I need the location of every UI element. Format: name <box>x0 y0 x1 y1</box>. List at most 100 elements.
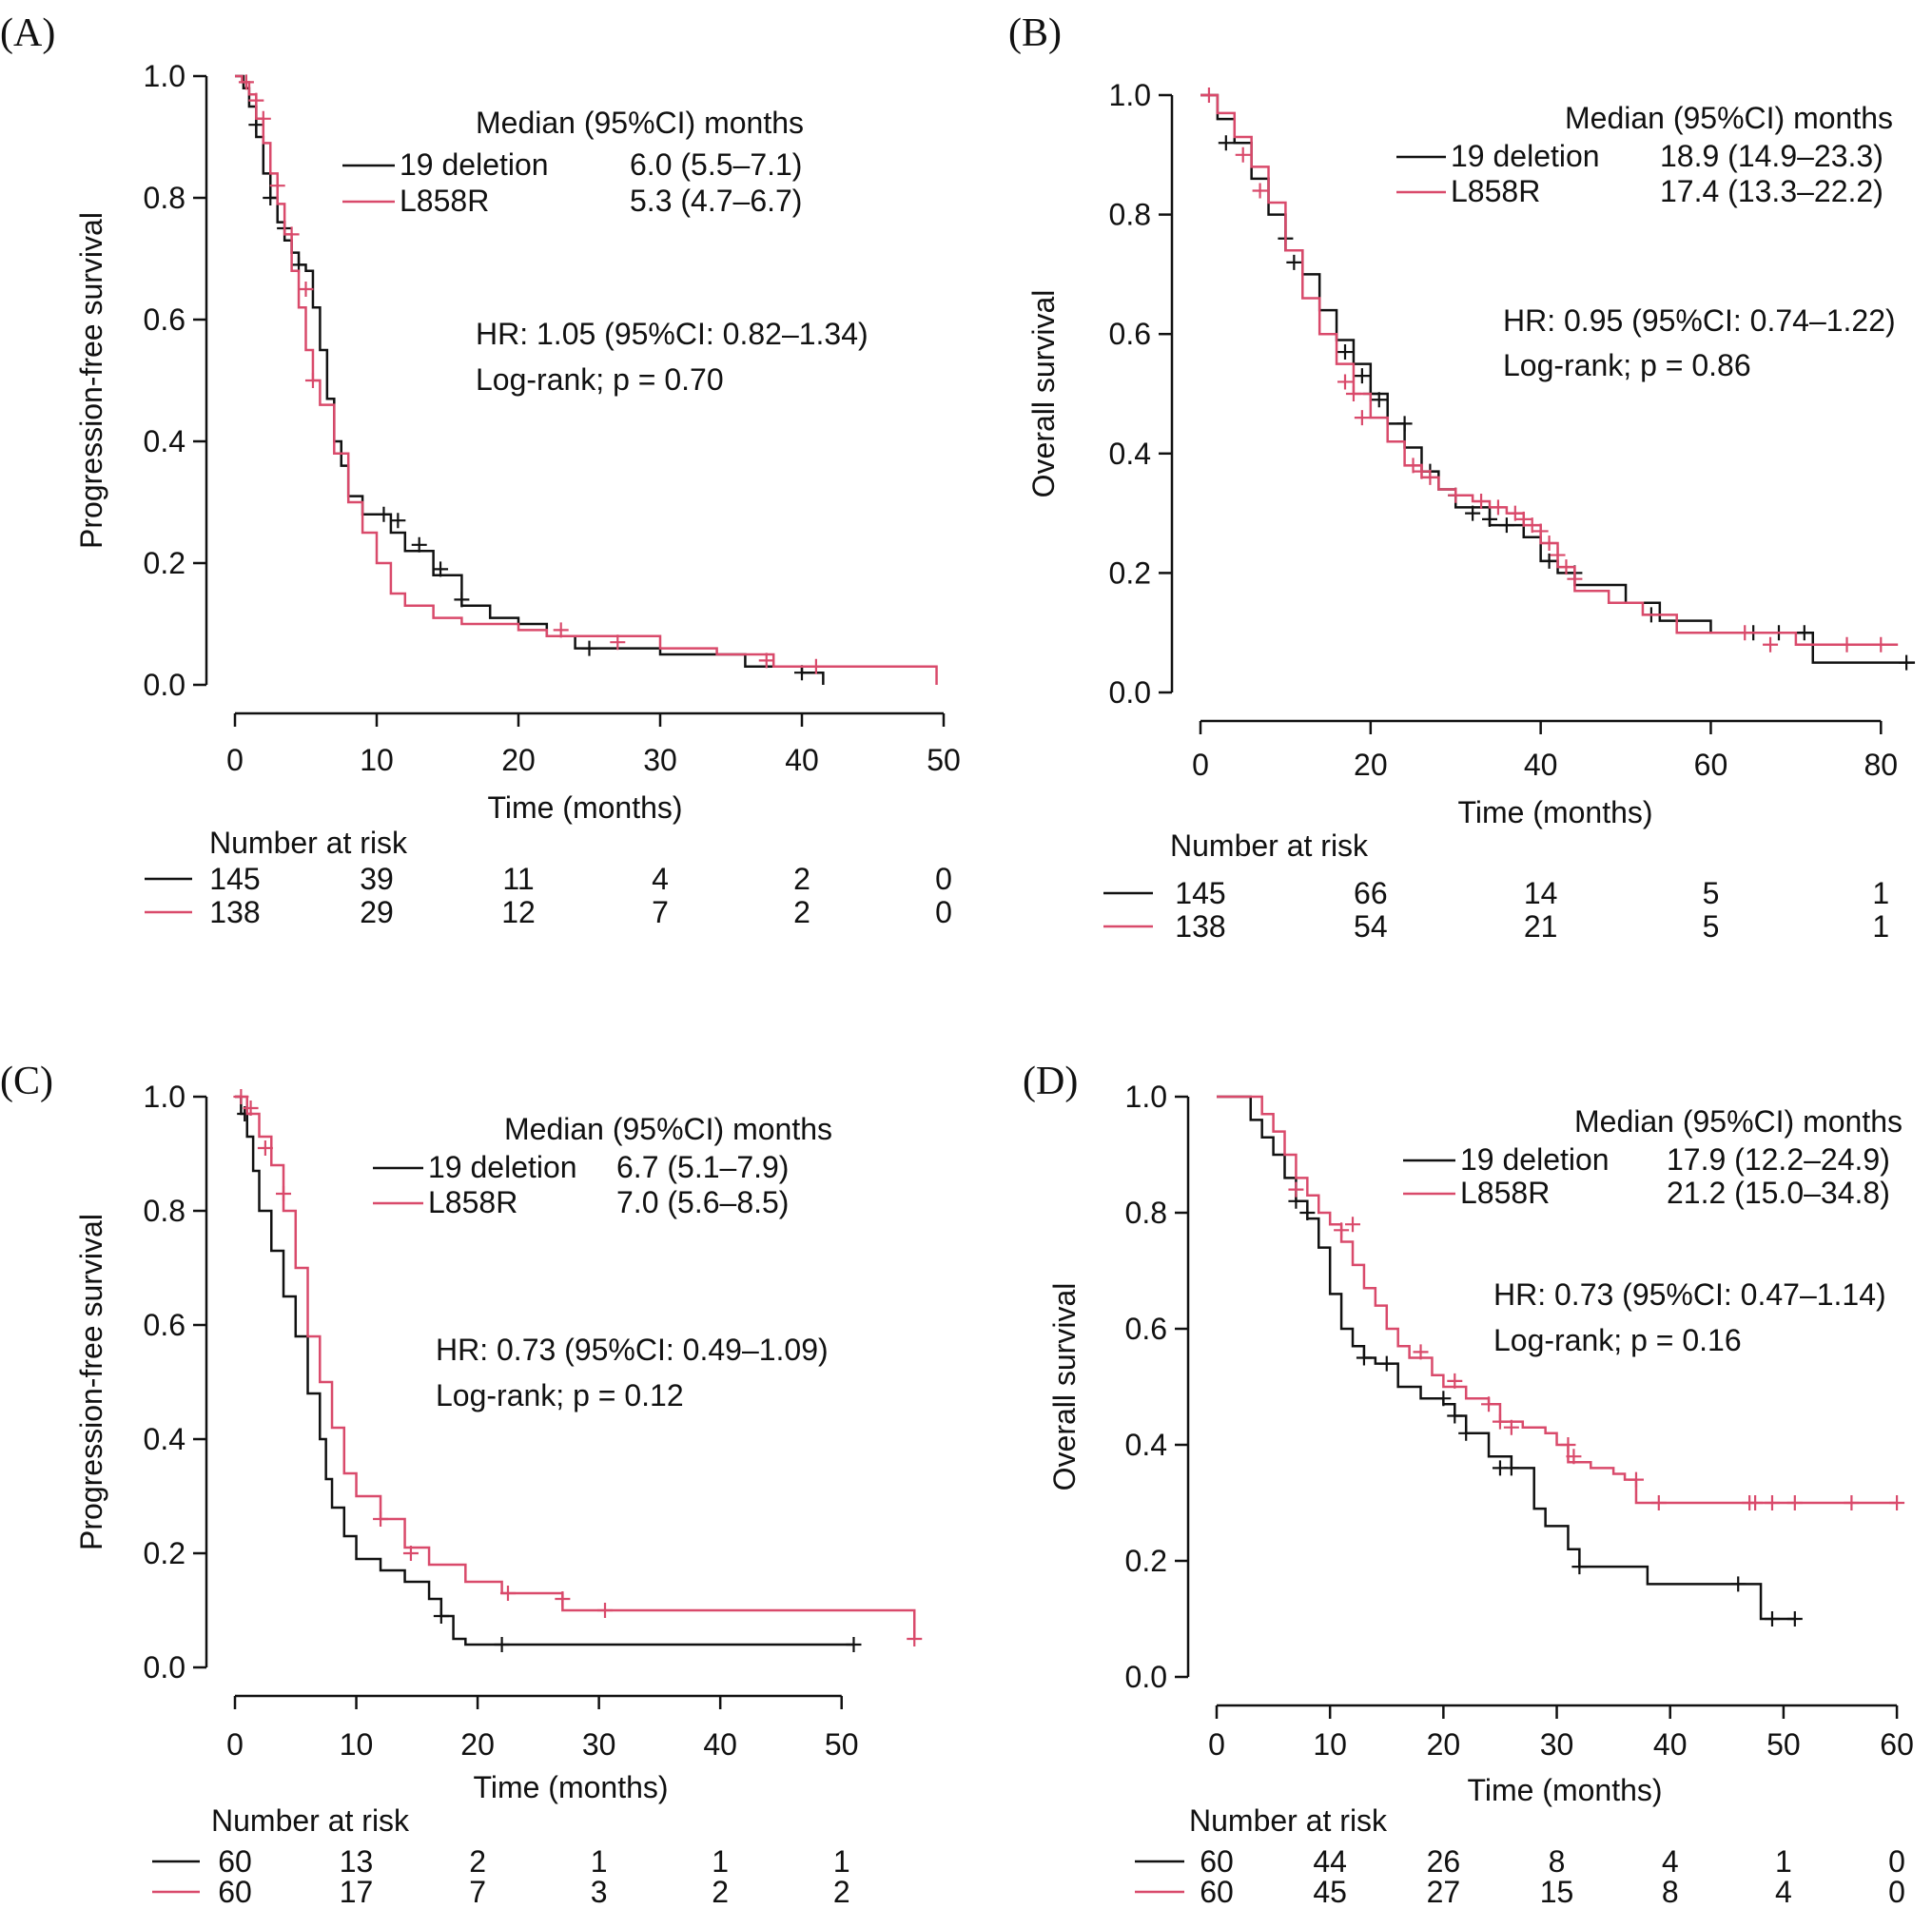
risk-count: 8 <box>1549 1844 1566 1879</box>
risk-count: 5 <box>1703 876 1720 910</box>
km-curve-19-deletion <box>235 1095 854 1646</box>
censor-mark <box>1371 392 1387 408</box>
risk-count: 1 <box>1872 909 1889 944</box>
censor-mark <box>433 1608 449 1624</box>
risk-table-title: Number at risk <box>1189 1803 1388 1838</box>
censor-mark <box>248 92 264 108</box>
censor-mark <box>1844 1495 1860 1510</box>
risk-count: 0 <box>935 862 952 896</box>
risk-count: 21 <box>1524 909 1558 944</box>
y-axis-title: Overall survival <box>1026 290 1061 498</box>
risk-count: 1 <box>712 1844 729 1879</box>
legend-series-name: L858R <box>400 184 489 218</box>
censor-mark <box>304 373 321 388</box>
legend-median: 6.7 (5.1–7.9) <box>616 1150 789 1184</box>
y-tick-label: 0.6 <box>144 302 185 337</box>
hazard-ratio: HR: 0.73 (95%CI: 0.47–1.14) <box>1493 1277 1886 1312</box>
censor-mark <box>1532 523 1549 539</box>
censor-mark <box>1560 1437 1576 1452</box>
censor-mark <box>238 74 254 90</box>
x-tick-label: 60 <box>1694 748 1728 782</box>
censor-mark <box>376 506 392 522</box>
censor-mark <box>1498 517 1514 534</box>
risk-count: 4 <box>1775 1875 1792 1909</box>
y-tick-label: 0.4 <box>1109 437 1151 471</box>
x-tick-label: 40 <box>703 1727 737 1762</box>
legend-median: 21.2 (15.0–34.8) <box>1667 1176 1890 1210</box>
log-rank-p: Log-rank; p = 0.16 <box>1493 1323 1742 1357</box>
censor-mark <box>1414 463 1430 479</box>
x-tick-label: 0 <box>1192 748 1209 782</box>
risk-count: 2 <box>833 1875 850 1909</box>
hazard-ratio: HR: 0.73 (95%CI: 0.49–1.09) <box>436 1333 829 1367</box>
censor-mark <box>1218 135 1234 151</box>
legend-median: 5.3 (4.7–6.7) <box>630 184 802 218</box>
x-tick-label: 30 <box>582 1727 616 1762</box>
risk-count: 66 <box>1354 876 1388 910</box>
risk-count: 138 <box>209 895 260 929</box>
censor-mark <box>1524 517 1540 534</box>
y-tick-label: 0.4 <box>1125 1428 1167 1462</box>
x-tick-label: 10 <box>1313 1727 1347 1762</box>
x-tick-label: 10 <box>360 743 394 777</box>
km-curve-19-deletion <box>1217 1095 1795 1621</box>
x-tick-label: 30 <box>1540 1727 1574 1762</box>
x-tick-label: 40 <box>1653 1727 1688 1762</box>
x-tick-label: 20 <box>1427 1727 1461 1762</box>
censor-mark <box>1422 469 1438 485</box>
y-tick-label: 0.8 <box>1109 198 1151 232</box>
censor-mark <box>1764 1495 1780 1510</box>
censor-mark <box>581 640 597 656</box>
legend-series-name: 19 deletion <box>1460 1142 1610 1177</box>
y-tick-label: 0.0 <box>144 1650 185 1685</box>
x-axis-title: Time (months) <box>1457 795 1652 829</box>
risk-count: 45 <box>1313 1875 1347 1909</box>
x-tick-label: 50 <box>1766 1727 1801 1762</box>
y-tick-label: 0.0 <box>144 668 185 702</box>
risk-count: 8 <box>1662 1875 1679 1909</box>
censor-mark <box>808 658 824 674</box>
risk-count: 1 <box>833 1844 850 1879</box>
censor-mark <box>1200 88 1217 103</box>
x-tick-label: 40 <box>785 743 819 777</box>
legend-series-name: 19 deletion <box>428 1150 577 1184</box>
censor-mark <box>846 1637 862 1652</box>
risk-count: 138 <box>1175 909 1225 944</box>
y-tick-label: 0.8 <box>144 1194 185 1228</box>
y-tick-label: 1.0 <box>144 1080 185 1114</box>
x-tick-label: 10 <box>340 1727 374 1762</box>
censor-mark <box>758 653 774 669</box>
risk-count: 1 <box>591 1844 608 1879</box>
censor-mark <box>1405 458 1421 474</box>
censor-mark <box>1337 374 1353 390</box>
censor-mark <box>1447 1408 1463 1424</box>
risk-count: 2 <box>793 862 810 896</box>
censor-mark <box>1628 1471 1644 1488</box>
censor-mark <box>1764 1611 1780 1627</box>
censor-mark <box>1786 1611 1803 1627</box>
censor-mark <box>1899 654 1915 671</box>
risk-count: 60 <box>1200 1875 1234 1909</box>
censor-mark <box>1650 1495 1667 1510</box>
censor-mark <box>1737 625 1753 641</box>
risk-count: 60 <box>1200 1844 1234 1879</box>
risk-count: 44 <box>1313 1844 1347 1879</box>
censor-mark <box>1550 547 1566 563</box>
risk-count: 7 <box>652 895 669 929</box>
censor-mark <box>1503 1419 1519 1435</box>
censor-mark <box>283 226 300 243</box>
risk-count: 2 <box>469 1844 486 1879</box>
y-tick-label: 0.2 <box>1109 555 1151 590</box>
risk-count: 27 <box>1427 1875 1461 1909</box>
y-tick-label: 0.2 <box>144 1536 185 1570</box>
risk-count: 26 <box>1427 1844 1461 1879</box>
censor-mark <box>1396 416 1413 432</box>
y-axis-title: Overall survival <box>1047 1283 1082 1491</box>
y-tick-label: 0.6 <box>1125 1312 1167 1346</box>
censor-mark <box>233 1089 249 1104</box>
y-tick-label: 0.4 <box>144 424 185 458</box>
censor-mark <box>1356 1350 1372 1366</box>
legend-title: Median (95%CI) months <box>1565 101 1893 135</box>
censor-mark <box>411 536 427 553</box>
